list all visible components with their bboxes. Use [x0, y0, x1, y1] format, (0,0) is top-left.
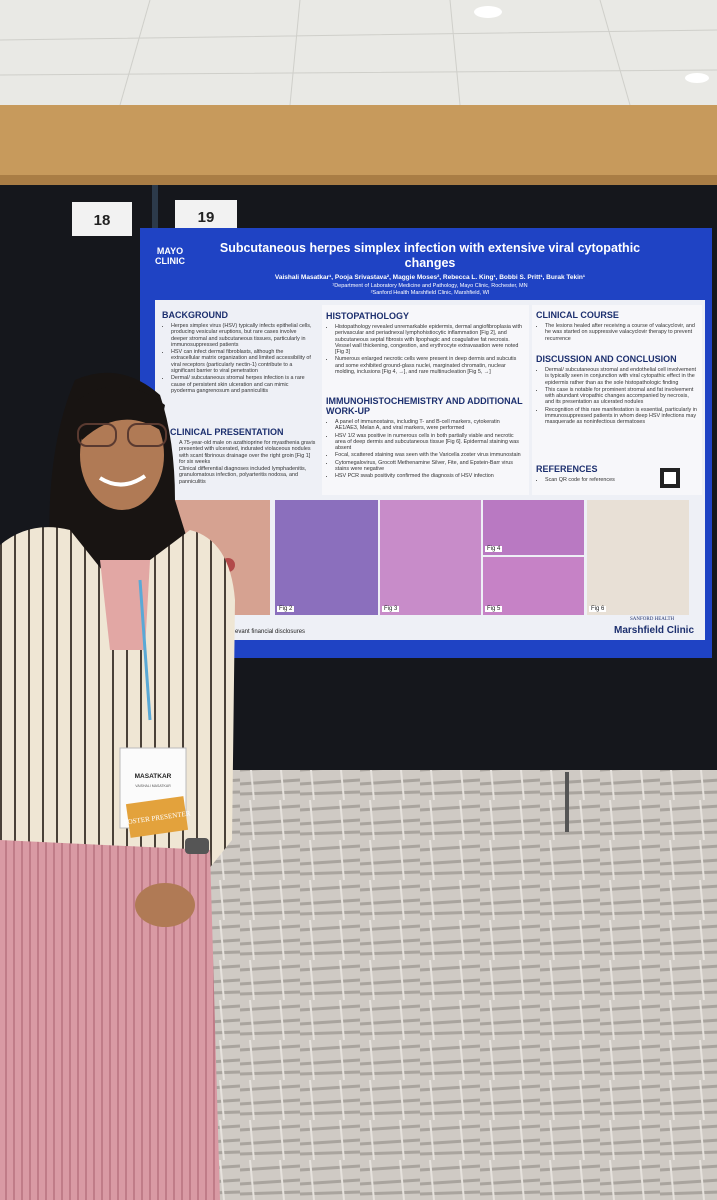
poster-panel [532, 305, 702, 495]
bullet: HSV PCR swab positivity confirmed the di… [335, 473, 524, 479]
bullet: This case is notable for prominent strom… [545, 387, 698, 406]
histology-image [380, 500, 481, 615]
bullet: Cytomegalovirus, Grocott Methenamine Sil… [335, 460, 524, 473]
bullet: Histopathology revealed unremarkable epi… [335, 324, 524, 355]
bullet-list: The lesions healed after receiving a cou… [536, 323, 698, 342]
affiliation: ¹Department of Laboratory Medicine and P… [332, 283, 528, 289]
bullet: HSV 1/2 was positive in numerous cells i… [335, 433, 524, 452]
lanyard [138, 579, 152, 721]
bullet: A 75-year-old male on azathioprine for m… [179, 440, 318, 465]
figure-label: Fig 6 [589, 606, 607, 612]
figure-label: Fig 2 [277, 606, 295, 612]
histology-image [275, 500, 378, 615]
poster-affiliations: ¹Department of Laboratory Medicine and P… [250, 283, 610, 296]
bullet-list: A 75-year-old male on azathioprine for m… [170, 440, 318, 485]
logo-block [155, 238, 187, 290]
section-heading: REFERENCES [536, 464, 598, 474]
skirt [0, 840, 220, 1200]
face [80, 400, 164, 510]
poster-section: BACKGROUND Herpes simplex virus (HSV) typ… [162, 310, 312, 395]
section-heading: BACKGROUND [162, 310, 228, 320]
wood-trim [0, 175, 717, 185]
badge-ribbon [125, 796, 189, 838]
poster-section: CLINICAL COURSE The lesions healed after … [536, 310, 698, 343]
bullet-list: A panel of immunostains, including T- an… [326, 419, 524, 480]
ceiling-light [685, 73, 709, 83]
bullet-list: Dermal/ subcutaneous stromal and endothe… [536, 367, 698, 426]
badge-name: VAISHALI MASATKAR [135, 784, 171, 788]
affiliation: ²Sanford Health Marshfield Clinic, Marsh… [370, 289, 490, 296]
figure-label: Fig 3 [382, 606, 400, 612]
wood-wall [0, 105, 717, 185]
bullet: Recognition of this rare manifestation i… [545, 407, 698, 426]
bullet: HSV can infect dermal fibroblasts, altho… [171, 349, 312, 374]
badge-surname: MASATKAR [135, 773, 172, 780]
poster-section: REFERENCES Scan QR code for references [536, 464, 698, 484]
poster-logo: MAYO CLINIC [155, 246, 185, 266]
bullet: Numerous enlarged necrotic cells were pr… [335, 356, 524, 375]
top [100, 560, 150, 650]
hands [135, 883, 195, 927]
ceiling-grid [0, 0, 717, 106]
histology-image [483, 557, 584, 615]
footer-small: SANFORD HEALTH [630, 617, 675, 622]
board-number: 19 [198, 209, 215, 226]
poster-disclosure: evant financial disclosures [235, 629, 306, 635]
glasses [77, 423, 117, 447]
section-heading: IMMUNOHISTOCHEMISTRY AND ADDITIONAL WORK… [326, 396, 523, 416]
watch [185, 838, 209, 854]
footer-large: Marshfield Clinic [614, 625, 695, 636]
board-number: 18 [94, 212, 111, 229]
figure-label: Fig 5 [485, 606, 503, 612]
board-number-card [72, 202, 132, 236]
bullet: Focal, scattered staining was seen with … [335, 452, 524, 458]
ceiling-light [474, 6, 502, 18]
bullet-list: Herpes simplex virus (HSV) typically inf… [162, 323, 312, 394]
histology-image [483, 500, 584, 555]
bullet: Clinical differential diagnoses included… [179, 466, 318, 485]
ceiling [0, 0, 717, 105]
poster-title: Subcutaneous herpes simplex infection wi… [219, 241, 641, 270]
bullet: Dermal/ subcutaneous stromal herpes infe… [171, 375, 312, 394]
section-heading: CLINICAL PRESENTATION [170, 427, 284, 437]
poster-section: DISCUSSION AND CONCLUSION Dermal/ subcuta… [536, 354, 698, 427]
poster-section: IMMUNOHISTOCHEMISTRY AND ADDITIONAL WORK… [326, 396, 524, 481]
histology-image [587, 500, 689, 615]
section-heading: DISCUSSION AND CONCLUSION [536, 354, 677, 364]
section-heading: CLINICAL COURSE [536, 310, 619, 320]
poster-authors: Vaishali Masatkar¹, Pooja Srivastava², M… [274, 274, 586, 281]
bullet: A panel of immunostains, including T- an… [335, 419, 524, 432]
board-number-card [175, 200, 237, 230]
figure-label: Fig 4 [485, 546, 503, 552]
smile [98, 474, 147, 487]
bullet: Herpes simplex virus (HSV) typically inf… [171, 323, 312, 348]
poster-section: HISTOPATHOLOGY Histopathology revealed un… [326, 311, 524, 376]
board-leg [565, 772, 569, 832]
bullet-list: Scan QR code for references [536, 477, 698, 483]
poster-panel [322, 305, 529, 495]
bullet-list: Histopathology revealed unremarkable epi… [326, 324, 524, 375]
poster-section: CLINICAL PRESENTATION A 75-year-old male … [170, 427, 318, 486]
qr-code [664, 472, 676, 484]
bullet: The lesions healed after receiving a cou… [545, 323, 698, 342]
glasses [127, 423, 167, 447]
hair-top [78, 386, 165, 440]
bullet: Dermal/ subcutaneous stromal and endothe… [545, 367, 698, 386]
section-heading: HISTOPATHOLOGY [326, 311, 410, 321]
bullet: Scan QR code for references [545, 477, 698, 483]
